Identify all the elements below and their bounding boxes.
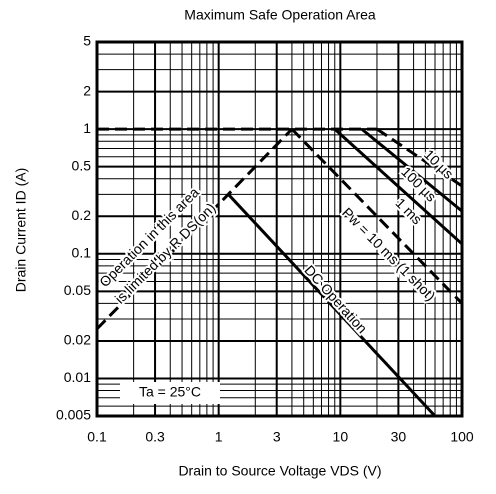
x-tick-label: 100	[450, 429, 474, 445]
x-tick-label: 10	[333, 429, 349, 445]
sol-line	[333, 128, 464, 246]
sol-line	[95, 128, 293, 330]
y-tick-label: 0.1	[72, 245, 92, 261]
x-tick-label: 0.3	[145, 429, 165, 445]
annotation: 10 µs	[421, 146, 457, 182]
y-tick-label: 0.01	[64, 369, 91, 385]
sol-line	[227, 193, 437, 418]
y-axis-label: Drain Current ID (A)	[13, 168, 29, 292]
y-tick-label: 0.5	[72, 157, 92, 173]
x-tick-label: 30	[391, 429, 407, 445]
y-tick-label: 0.2	[72, 207, 92, 223]
x-tick-label: 1	[215, 429, 223, 445]
y-tick-label: 0.005	[56, 407, 91, 423]
x-tick-label: 3	[273, 429, 281, 445]
x-tick-label: 0.1	[87, 429, 107, 445]
y-tick-label: 0.02	[64, 332, 91, 348]
chart-title: Maximum Safe Operation Area	[184, 7, 376, 23]
y-tick-label: 1	[83, 120, 91, 136]
y-tick-label: 5	[83, 33, 91, 49]
x-axis-label: Drain to Source Voltage VDS (V)	[178, 463, 381, 479]
annotation-box	[120, 382, 220, 404]
annotation: Ta = 25°C	[139, 384, 201, 400]
sol-line	[360, 127, 463, 213]
plot-frame	[95, 40, 464, 418]
y-tick-label: 2	[83, 82, 91, 98]
sol-line	[290, 128, 464, 305]
y-tick-label: 0.05	[64, 282, 91, 298]
